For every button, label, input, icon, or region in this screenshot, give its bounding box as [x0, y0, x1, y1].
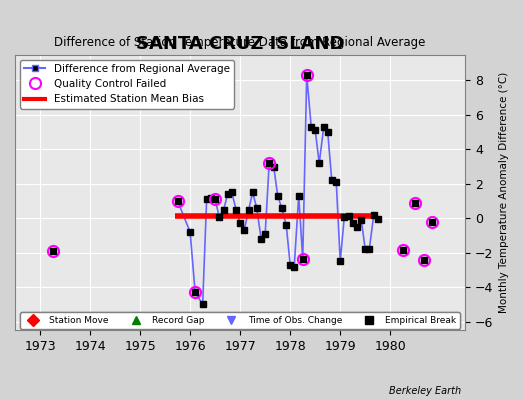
Title: SANTA CRUZ ISLAND: SANTA CRUZ ISLAND [136, 35, 344, 53]
Text: Difference of Station Temperature Data from Regional Average: Difference of Station Temperature Data f… [54, 36, 426, 49]
Legend: Station Move, Record Gap, Time of Obs. Change, Empirical Break: Station Move, Record Gap, Time of Obs. C… [20, 312, 460, 328]
Y-axis label: Monthly Temperature Anomaly Difference (°C): Monthly Temperature Anomaly Difference (… [499, 72, 509, 313]
Text: Berkeley Earth: Berkeley Earth [389, 386, 461, 396]
